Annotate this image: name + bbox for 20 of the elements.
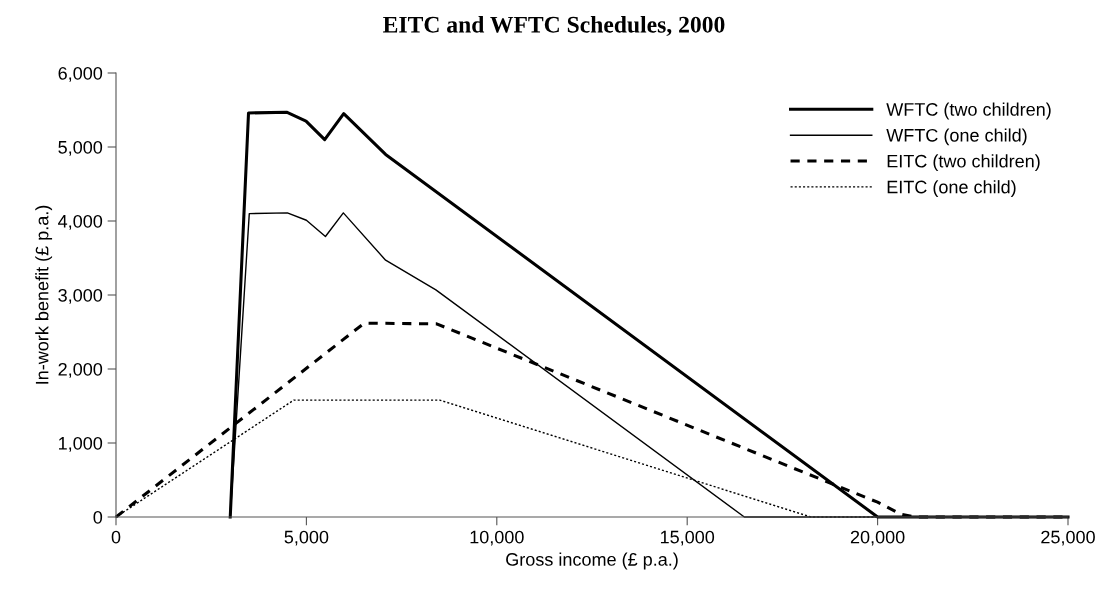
legend-label: WFTC (two children) xyxy=(886,102,1051,120)
chart-title: EITC and WFTC Schedules, 2000 xyxy=(383,16,725,37)
legend-label: EITC (one child) xyxy=(887,180,1016,197)
x-tick-label: 10,000 xyxy=(470,530,524,546)
y-tick-label: 2,000 xyxy=(58,362,103,378)
y-axis-title: In-work benefit (£ p.a.) xyxy=(35,205,53,384)
x-axis-title: Gross income (£ p.a.) xyxy=(506,552,678,570)
y-tick-label: 3,000 xyxy=(58,288,103,304)
x-tick-label: 25,000 xyxy=(1041,530,1095,546)
legend-label: WFTC (one child) xyxy=(886,128,1027,146)
x-tick-label: 15,000 xyxy=(660,530,715,546)
y-tick-label: 1,000 xyxy=(59,436,103,452)
y-tick-label: 6,000 xyxy=(58,66,103,82)
y-tick-label: 0 xyxy=(93,510,103,524)
legend-label: EITC (two children) xyxy=(887,154,1040,172)
x-tick-label: 0 xyxy=(111,530,121,544)
y-tick-label: 4,000 xyxy=(58,214,103,230)
x-tick-label: 20,000 xyxy=(850,530,905,546)
y-tick-label: 5,000 xyxy=(58,140,103,156)
x-tick-label: 5,000 xyxy=(284,530,329,546)
